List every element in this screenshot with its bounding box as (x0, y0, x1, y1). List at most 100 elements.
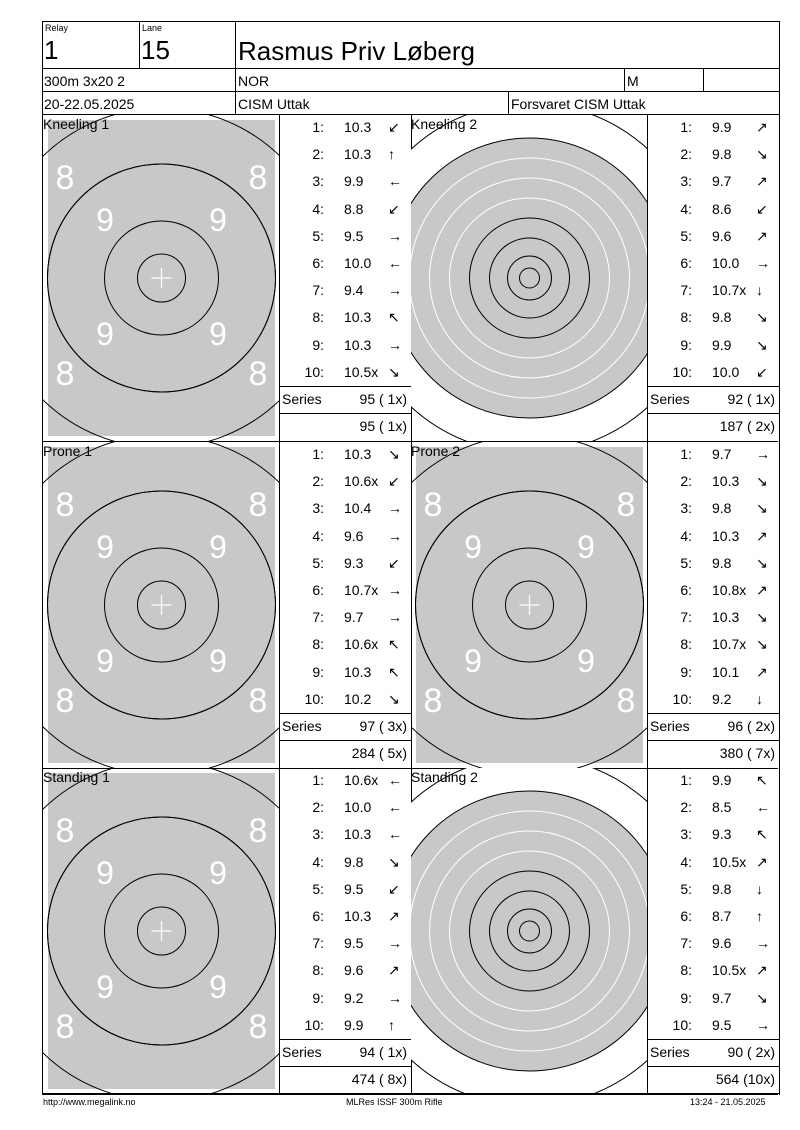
direction-arrow-icon: ↘ (756, 636, 768, 653)
footer-software: MLRes ISSF 300m Rifle (346, 1097, 443, 1107)
svg-text:9: 9 (96, 529, 114, 565)
shot-number: 3: (312, 173, 324, 190)
shot-number: 6: (312, 255, 324, 271)
shot-number: 2: (312, 146, 324, 163)
direction-arrow-icon: ↙ (388, 200, 400, 217)
direction-arrow-icon: ↙ (388, 473, 400, 490)
direction-arrow-icon: ↙ (388, 119, 400, 135)
shot-value: 10.7x (344, 582, 379, 598)
shot-value: 10.0 (712, 363, 740, 380)
shot-number: 8: (680, 962, 692, 979)
section-label: Kneeling 2 (411, 116, 478, 132)
direction-arrow-icon: → (756, 1016, 770, 1033)
shot-number: 6: (680, 908, 692, 924)
dates: 20-22.05.2025 (44, 96, 135, 112)
shot-row: 3: 9.3 ↖ (648, 826, 779, 842)
shot-row: 9: 10.1 ↗ (648, 664, 779, 680)
svg-text:8: 8 (617, 486, 636, 524)
direction-arrow-icon: → (388, 527, 402, 544)
shot-number: 10: (672, 363, 692, 380)
shot-value: 10.3 (344, 663, 372, 680)
shot-row: 1: 10.6x ← (280, 772, 411, 788)
direction-arrow-icon: ↖ (756, 772, 768, 788)
series-total: 94 ( 1x) (359, 1044, 407, 1060)
shot-value: 9.2 (344, 989, 364, 1006)
series-total: 96 ( 2x) (727, 718, 775, 734)
shot-number: 9: (312, 663, 324, 680)
shot-value: 9.7 (344, 609, 364, 626)
direction-arrow-icon: → (388, 336, 402, 353)
shot-row: 5: 9.6 ↗ (648, 228, 779, 244)
shot-number: 10: (672, 1016, 692, 1033)
shot-number: 2: (680, 146, 692, 163)
svg-text:9: 9 (209, 969, 227, 1005)
shot-value: 9.5 (712, 1016, 732, 1033)
shot-value: 10.6x (344, 473, 379, 490)
shot-row: 2: 9.8 ↘ (648, 146, 779, 162)
shot-number: 7: (312, 282, 324, 299)
shot-row: 7: 10.3 ↘ (648, 609, 779, 625)
shot-value: 10.0 (344, 799, 372, 816)
direction-arrow-icon: ↖ (388, 636, 400, 653)
shot-number: 10: (304, 1016, 324, 1033)
shot-number: 1: (312, 772, 324, 788)
shot-row: 10: 9.2 ↓ (648, 691, 779, 707)
direction-arrow-icon: → (756, 935, 770, 952)
shot-value: 9.5 (344, 935, 364, 952)
target-large-ring: 8 88 89 99 9 (411, 442, 648, 768)
shot-value: 9.8 (712, 880, 732, 897)
shot-number: 4: (680, 527, 692, 544)
shot-value: 9.8 (712, 554, 732, 571)
shot-row: 8: 10.7x ↘ (648, 636, 779, 652)
direction-arrow-icon: ↘ (388, 853, 400, 870)
svg-text:9: 9 (209, 855, 227, 891)
cumulative-total: 380 ( 7x) (719, 745, 775, 761)
section-label: Standing 1 (43, 769, 110, 785)
direction-arrow-icon: ← (388, 255, 402, 271)
shot-value: 10.8x (712, 582, 747, 598)
svg-text:9: 9 (96, 202, 114, 238)
direction-arrow-icon: → (388, 989, 402, 1006)
footer-url[interactable]: http://www.megalink.no (43, 1097, 136, 1107)
shot-number: 5: (312, 880, 324, 897)
shot-number: 6: (680, 255, 692, 271)
direction-arrow-icon: → (388, 227, 402, 244)
direction-arrow-icon: ← (388, 799, 402, 816)
shot-row: 2: 8.5 ← (648, 799, 779, 815)
direction-arrow-icon: ↗ (756, 853, 768, 870)
shot-row: 5: 9.8 ↓ (648, 881, 779, 897)
shot-value: 10.1 (712, 663, 740, 680)
target-6: 4 4 4 4 (411, 768, 648, 1094)
direction-arrow-icon: → (756, 255, 770, 271)
shot-row: 5: 9.5 → (280, 228, 411, 244)
direction-arrow-icon: ← (388, 772, 402, 788)
shot-value: 9.6 (712, 227, 732, 244)
series-label: Series (282, 718, 322, 734)
shot-number: 5: (680, 227, 692, 244)
shot-number: 8: (312, 636, 324, 653)
shot-number: 3: (312, 826, 324, 843)
competition: CISM Uttak (238, 96, 310, 112)
shot-row: 9: 10.3 → (280, 337, 411, 353)
shot-number: 10: (304, 690, 324, 707)
shot-value: 10.3 (344, 908, 372, 924)
shot-row: 4: 8.8 ↙ (280, 201, 411, 217)
shot-row: 1: 9.7 → (648, 446, 779, 462)
shot-value: 9.9 (344, 173, 364, 190)
direction-arrow-icon: → (388, 582, 402, 598)
svg-text:8: 8 (617, 682, 636, 720)
direction-arrow-icon: ↘ (756, 336, 768, 353)
svg-text:9: 9 (96, 855, 114, 891)
section-label: Prone 2 (411, 443, 461, 459)
shot-row: 9: 9.9 ↘ (648, 337, 779, 353)
shot-value: 10.3 (344, 336, 372, 353)
svg-text:9: 9 (577, 643, 595, 679)
direction-arrow-icon: → (388, 500, 402, 517)
shot-row: 3: 9.7 ↗ (648, 173, 779, 189)
shot-value: 9.8 (712, 146, 732, 163)
target-large-ring: 8 88 89 99 9 (43, 442, 280, 768)
svg-text:9: 9 (209, 316, 227, 352)
shot-row: 10: 10.5x ↘ (280, 364, 411, 380)
direction-arrow-icon: ↓ (756, 880, 763, 897)
